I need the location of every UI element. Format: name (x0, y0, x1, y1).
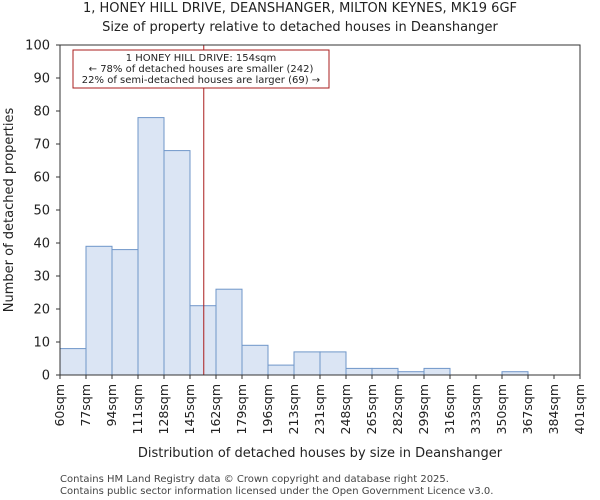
bar-77sqm (85, 245, 113, 376)
bar-60sqm (59, 348, 87, 376)
y-axis-ticks: 0 10 20 30 40 50 60 70 80 90 100 (25, 39, 60, 384)
footer-line2: Contains public sector information licen… (60, 486, 493, 497)
x-tick-label-333sqm: 333sqm (468, 384, 483, 434)
y-tick-label-100: 100 (25, 39, 50, 54)
y-tick-label-70: 70 (33, 138, 50, 153)
bar-145sqm (189, 305, 217, 376)
x-tick-label-282sqm: 282sqm (390, 384, 405, 434)
bar-248sqm (345, 367, 373, 376)
bar-265sqm (371, 367, 399, 376)
y-tick-label-80: 80 (33, 105, 50, 120)
x-tick-label-111sqm: 111sqm (130, 384, 145, 434)
y-axis-label: Number of detached properties (2, 108, 17, 313)
y-tick-label-50: 50 (33, 204, 50, 219)
x-tick-label-350sqm: 350sqm (494, 384, 509, 434)
x-tick-label-179sqm: 179sqm (234, 384, 249, 434)
x-tick-label-77sqm: 77sqm (78, 384, 93, 427)
bar-213sqm (293, 351, 321, 376)
x-tick-label-367sqm: 367sqm (520, 384, 535, 434)
x-tick-label-196sqm: 196sqm (260, 384, 275, 434)
annotation-line3: 22% of semi-detached houses are larger (… (82, 75, 320, 86)
x-tick-label-213sqm: 213sqm (286, 384, 301, 434)
y-tick-label-60: 60 (33, 171, 50, 186)
footer-line1: Contains HM Land Registry data © Crown c… (60, 474, 449, 485)
x-tick-label-265sqm: 265sqm (364, 384, 379, 434)
y-tick-label-40: 40 (33, 237, 50, 252)
x-tick-label-128sqm: 128sqm (156, 384, 171, 434)
x-tick-label-248sqm: 248sqm (338, 384, 353, 434)
bar-179sqm (241, 344, 269, 376)
bar-111sqm (137, 117, 165, 376)
y-tick-label-90: 90 (33, 72, 50, 87)
bars-group (59, 117, 529, 376)
annotation-line1: 1 HONEY HILL DRIVE: 154sqm (126, 53, 277, 64)
y-tick-label-10: 10 (33, 336, 50, 351)
x-axis-ticks: 60sqm 77sqm 94sqm 111sqm 128sqm 145sqm 162sqm 1… (52, 375, 587, 434)
y-tick-label-30: 30 (33, 270, 50, 285)
x-tick-label-94sqm: 94sqm (104, 384, 119, 427)
x-tick-label-299sqm: 299sqm (416, 384, 431, 434)
x-tick-label-384sqm: 384sqm (546, 384, 561, 434)
bar-128sqm (163, 150, 191, 376)
x-tick-label-231sqm: 231sqm (312, 384, 327, 434)
y-tick-label-0: 0 (42, 369, 50, 384)
x-tick-label-401sqm: 401sqm (572, 384, 587, 434)
bar-94sqm (111, 249, 139, 376)
chart-title-line1: 1, HONEY HILL DRIVE, DEANSHANGER, MILTON… (83, 1, 517, 16)
x-axis-label: Distribution of detached houses by size … (138, 446, 503, 461)
annotation-box (72, 49, 330, 89)
bar-162sqm (215, 288, 243, 376)
x-tick-label-145sqm: 145sqm (182, 384, 197, 434)
bar-299sqm (423, 367, 451, 376)
x-tick-label-316sqm: 316sqm (442, 384, 457, 434)
x-tick-label-60sqm: 60sqm (52, 384, 67, 427)
bar-196sqm (267, 364, 295, 376)
plot-frame (59, 44, 581, 376)
annotation-line2: ← 78% of detached houses are smaller (24… (89, 64, 314, 75)
bar-231sqm (319, 351, 347, 376)
x-tick-label-162sqm: 162sqm (208, 384, 223, 434)
y-tick-label-20: 20 (33, 303, 50, 318)
chart-title-line2: Size of property relative to detached ho… (102, 20, 498, 35)
